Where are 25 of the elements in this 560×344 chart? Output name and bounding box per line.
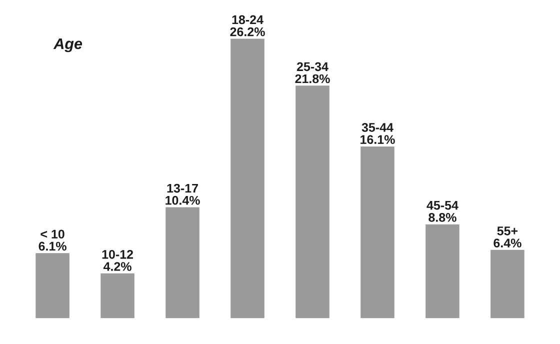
data-label: 4.2% xyxy=(103,262,132,271)
x-tick-label: 13-17 xyxy=(167,184,198,193)
data-label: 8.8% xyxy=(428,213,456,222)
x-tick-label: < 10 xyxy=(40,230,64,239)
data-label: 26.2% xyxy=(230,27,265,36)
bar xyxy=(490,250,524,318)
x-tick-label: 55+ xyxy=(497,226,518,236)
bar xyxy=(100,273,134,318)
data-label: 6.4% xyxy=(494,238,522,248)
data-label: 21.8% xyxy=(295,74,330,84)
x-tick-label: 25-34 xyxy=(296,62,328,72)
x-tick-label: 45-54 xyxy=(426,201,458,210)
x-tick-label: 10-12 xyxy=(102,250,134,259)
data-label: 16.1% xyxy=(360,135,395,144)
bar xyxy=(166,207,200,318)
x-tick-label: 35-44 xyxy=(362,123,394,132)
x-tick-label: 18-24 xyxy=(232,15,264,24)
bar xyxy=(296,86,330,318)
bar xyxy=(426,224,460,318)
bar xyxy=(230,38,264,318)
bar xyxy=(360,146,394,318)
bar xyxy=(36,253,70,318)
chart-title: Age xyxy=(53,38,82,52)
data-label: 10.4% xyxy=(166,196,200,205)
data-label: 6.1% xyxy=(38,242,66,251)
